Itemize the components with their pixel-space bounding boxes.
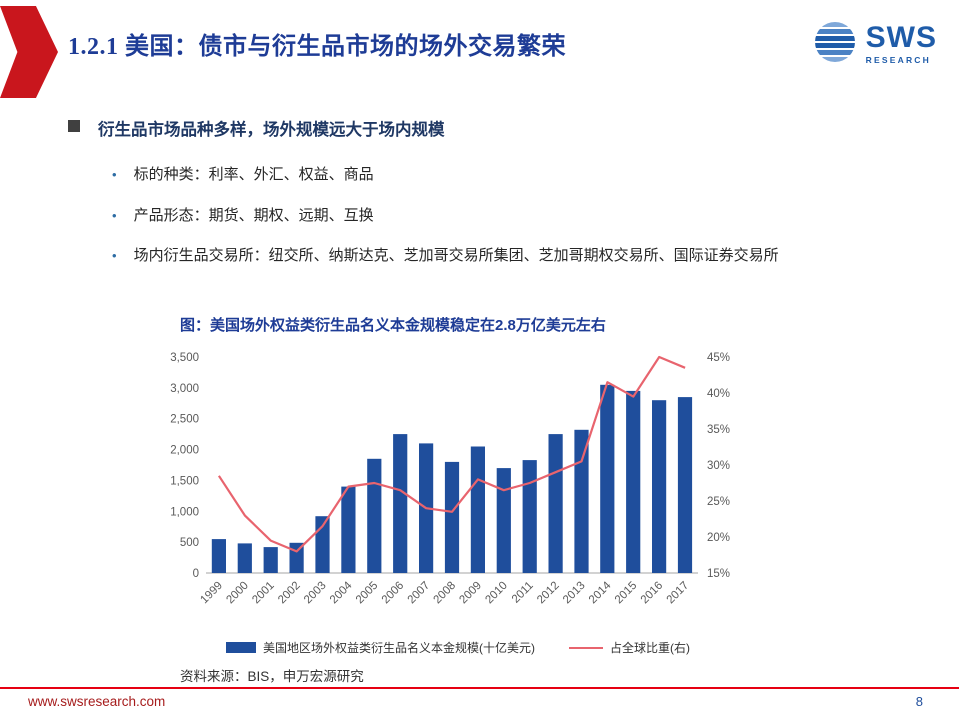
chart-legend: 美国地区场外权益类衍生品名义本金规模(十亿美元) 占全球比重(右)	[148, 639, 768, 656]
svg-text:2005: 2005	[354, 580, 381, 607]
svg-text:2017: 2017	[665, 580, 692, 607]
svg-text:0: 0	[193, 568, 199, 580]
red-ribbon-decoration	[0, 6, 58, 98]
combo-chart: 0 500 1,000 1,500 2,000 2,500 3,000 3,500 15% 20%…	[170, 352, 730, 607]
logo-subtext: RESEARCH	[865, 54, 931, 65]
svg-text:2,000: 2,000	[170, 445, 199, 457]
legend-item-bars: 美国地区场外权益类衍生品名义本金规模(十亿美元)	[226, 639, 535, 656]
list-item: • 标的种类：利率、外汇、权益、商品	[112, 164, 894, 187]
bullet-text: 产品形态：期货、期权、远期、互换	[133, 206, 374, 224]
page-title: 1.2.1 美国：债市与衍生品市场的场外交易繁荣	[68, 34, 566, 60]
svg-text:500: 500	[180, 537, 199, 549]
svg-text:1999: 1999	[198, 580, 225, 607]
svg-text:2012: 2012	[535, 580, 562, 607]
legend-label: 美国地区场外权益类衍生品名义本金规模(十亿美元)	[263, 641, 535, 655]
svg-text:2,500: 2,500	[170, 414, 199, 426]
sws-logo: SWS RESEARCH	[813, 20, 937, 69]
svg-text:20%: 20%	[707, 532, 730, 544]
svg-text:40%: 40%	[707, 388, 730, 400]
bar-swatch-icon	[226, 642, 256, 653]
chart-source: 资料来源：BIS，申万宏源研究	[180, 669, 364, 684]
svg-text:1,000: 1,000	[170, 506, 199, 518]
section-heading-text: 衍生品市场品种多样，场外规模远大于场内规模	[98, 121, 445, 139]
dot-bullet-icon: •	[112, 207, 117, 223]
svg-text:2002: 2002	[276, 580, 303, 607]
bullet-list: • 标的种类：利率、外汇、权益、商品 • 产品形态：期货、期权、远期、互换 • …	[112, 164, 894, 286]
svg-text:2009: 2009	[457, 580, 484, 607]
sws-logo-icon	[813, 20, 857, 69]
bullet-text: 场内衍生品交易所：纽交所、纳斯达克、芝加哥交易所集团、芝加哥期权交易所、国际证券…	[133, 247, 779, 264]
logo-wordmark: SWS	[865, 21, 937, 55]
svg-text:2004: 2004	[328, 579, 355, 606]
svg-text:1,500: 1,500	[170, 475, 199, 487]
chart-title: 图：美国场外权益类衍生品名义本金规模稳定在2.8万亿美元左右	[180, 317, 606, 334]
svg-text:2016: 2016	[639, 580, 666, 607]
page-number: 8	[915, 694, 923, 709]
svg-text:2006: 2006	[380, 580, 407, 607]
svg-text:2000: 2000	[224, 580, 251, 607]
svg-text:2014: 2014	[587, 579, 614, 606]
svg-text:35%: 35%	[707, 424, 730, 436]
website-link[interactable]: www.swsresearch.com	[28, 694, 166, 709]
dot-bullet-icon: •	[112, 167, 117, 182]
svg-text:2010: 2010	[483, 580, 510, 607]
svg-text:2001: 2001	[250, 580, 277, 607]
svg-text:2015: 2015	[613, 580, 640, 607]
list-item: • 场内衍生品交易所：纽交所、纳斯达克、芝加哥交易所集团、芝加哥期权交易所、国际…	[112, 245, 894, 268]
svg-text:45%: 45%	[707, 352, 730, 364]
legend-item-line: 占全球比重(右)	[569, 639, 690, 656]
sws-logo-text: SWS RESEARCH	[865, 21, 937, 65]
svg-text:3,500: 3,500	[170, 352, 199, 364]
svg-text:30%: 30%	[707, 460, 730, 472]
legend-label: 占全球比重(右)	[610, 641, 690, 655]
svg-text:15%: 15%	[707, 568, 730, 580]
list-item: • 产品形态：期货、期权、远期、互换	[112, 205, 894, 228]
svg-text:25%: 25%	[707, 496, 730, 508]
svg-text:2003: 2003	[302, 580, 329, 607]
footer-divider	[0, 687, 959, 689]
line-swatch-icon	[569, 646, 603, 649]
bullet-text: 标的种类：利率、外汇、权益、商品	[133, 166, 374, 183]
dot-bullet-icon: •	[112, 248, 117, 263]
square-bullet-icon	[68, 120, 80, 132]
section-heading: 衍生品市场品种多样，场外规模远大于场内规模	[68, 116, 868, 140]
svg-text:2013: 2013	[561, 580, 588, 607]
svg-text:2011: 2011	[510, 580, 536, 606]
svg-text:3,000: 3,000	[170, 383, 199, 395]
chart-block: 图：美国场外权益类衍生品名义本金规模稳定在2.8万亿美元左右 0 500 1,000…	[148, 314, 768, 685]
svg-text:2007: 2007	[406, 580, 433, 607]
svg-text:2008: 2008	[432, 580, 459, 607]
